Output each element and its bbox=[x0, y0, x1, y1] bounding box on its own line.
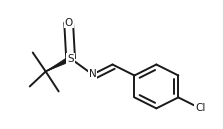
Text: S: S bbox=[67, 54, 74, 63]
Text: N: N bbox=[89, 70, 96, 79]
Polygon shape bbox=[46, 56, 72, 71]
Text: Cl: Cl bbox=[195, 103, 205, 113]
Text: O: O bbox=[64, 18, 73, 28]
